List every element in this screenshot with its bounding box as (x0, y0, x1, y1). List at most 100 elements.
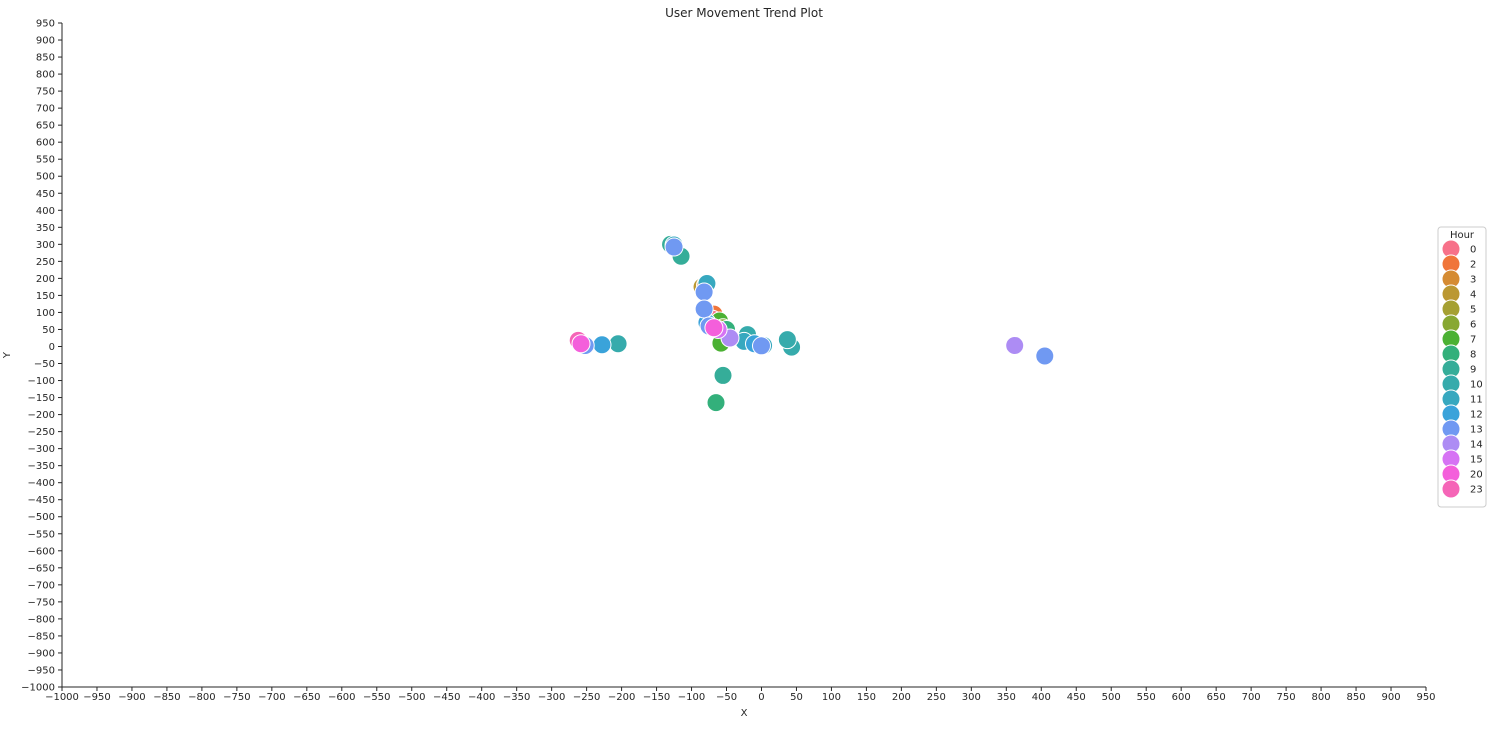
y-tick-label: −550 (28, 529, 55, 540)
y-tick-label: 600 (36, 138, 55, 149)
x-axis-label: X (741, 708, 748, 719)
legend-marker (1441, 479, 1461, 499)
y-tick-label: 300 (36, 240, 55, 251)
y-tick-label: 100 (36, 308, 55, 319)
x-tick-label: −700 (258, 692, 285, 703)
data-point (608, 334, 628, 354)
y-tick-label: −950 (28, 665, 55, 676)
x-tick-label: −500 (398, 692, 425, 703)
y-tick-label: −750 (28, 597, 55, 608)
y-tick-label: −250 (28, 427, 55, 438)
x-tick-label: −150 (643, 692, 670, 703)
data-point (777, 330, 797, 350)
y-tick-label: −650 (28, 563, 55, 574)
y-tick-label: −100 (28, 376, 55, 387)
y-tick-label: 800 (36, 70, 55, 81)
legend-label: 6 (1470, 320, 1476, 331)
data-point (704, 318, 724, 338)
y-tick-label: −400 (28, 478, 55, 489)
y-tick-label: 550 (36, 155, 55, 166)
x-tick-label: 850 (1347, 692, 1366, 703)
y-tick-label: 150 (36, 291, 55, 302)
y-tick-label: −200 (28, 410, 55, 421)
data-point (571, 334, 591, 354)
y-tick-label: 650 (36, 121, 55, 132)
y-tick-label: −150 (28, 393, 55, 404)
x-tick-label: 650 (1207, 692, 1226, 703)
x-tick-label: 450 (1067, 692, 1086, 703)
legend-label: 20 (1470, 470, 1483, 481)
y-tick-label: 250 (36, 257, 55, 268)
x-tick-label: 300 (962, 692, 981, 703)
legend-label: 5 (1470, 305, 1476, 316)
x-tick-label: 750 (1277, 692, 1296, 703)
x-tick-label: −250 (573, 692, 600, 703)
x-tick-label: −350 (503, 692, 530, 703)
chart-title: User Movement Trend Plot (665, 6, 823, 20)
x-tick-label: 550 (1137, 692, 1156, 703)
legend-label: 10 (1470, 380, 1483, 391)
legend-label: 9 (1470, 365, 1476, 376)
y-tick-label: −850 (28, 631, 55, 642)
x-tick-label: 950 (1416, 692, 1435, 703)
x-tick-label: −50 (716, 692, 737, 703)
x-tick-label: 50 (790, 692, 803, 703)
y-tick-label: −350 (28, 461, 55, 472)
y-tick-label: 50 (42, 325, 55, 336)
legend-label: 13 (1470, 425, 1483, 436)
x-tick-label: −800 (188, 692, 215, 703)
legend-label: 3 (1470, 275, 1476, 286)
legend-label: 23 (1470, 485, 1483, 496)
data-point (751, 336, 771, 356)
x-tick-label: −600 (328, 692, 355, 703)
x-tick-label: −550 (363, 692, 390, 703)
y-tick-label: −500 (28, 512, 55, 523)
y-tick-label: −900 (28, 648, 55, 659)
data-point (694, 282, 714, 302)
x-tick-label: −1000 (45, 692, 79, 703)
x-tick-label: −650 (293, 692, 320, 703)
y-tick-label: 950 (36, 19, 55, 30)
y-tick-label: 850 (36, 53, 55, 64)
x-tick-label: −100 (678, 692, 705, 703)
legend-label: 14 (1470, 440, 1483, 451)
legend-label: 15 (1470, 455, 1483, 466)
y-tick-label: 700 (36, 104, 55, 115)
y-axis-label: Y (2, 351, 13, 359)
legend-label: 7 (1470, 335, 1476, 346)
legend-label: 4 (1470, 290, 1476, 301)
data-point (1035, 346, 1055, 366)
x-tick-label: −750 (223, 692, 250, 703)
x-tick-label: 800 (1312, 692, 1331, 703)
y-tick-label: 350 (36, 223, 55, 234)
x-tick-label: 500 (1102, 692, 1121, 703)
x-tick-label: −450 (433, 692, 460, 703)
x-tick-label: −900 (118, 692, 145, 703)
y-tick-label: −600 (28, 546, 55, 557)
x-tick-label: 400 (1032, 692, 1051, 703)
y-tick-label: 0 (49, 342, 55, 353)
data-point (706, 393, 726, 413)
y-tick-label: 900 (36, 36, 55, 47)
data-point (713, 365, 733, 385)
y-tick-label: 450 (36, 189, 55, 200)
x-tick-label: −850 (153, 692, 180, 703)
legend-label: 12 (1470, 410, 1483, 421)
y-tick-label: −300 (28, 444, 55, 455)
legend-title: Hour (1450, 230, 1475, 241)
x-tick-label: −300 (538, 692, 565, 703)
legend-label: 11 (1470, 395, 1483, 406)
x-tick-label: 600 (1172, 692, 1191, 703)
x-tick-label: 100 (822, 692, 841, 703)
x-tick-label: 700 (1242, 692, 1261, 703)
x-tick-label: 0 (758, 692, 764, 703)
data-point (664, 237, 684, 257)
legend-label: 0 (1470, 245, 1476, 256)
y-tick-label: −50 (34, 359, 55, 370)
data-point (1005, 335, 1025, 355)
x-tick-label: 200 (892, 692, 911, 703)
y-tick-label: 500 (36, 172, 55, 183)
